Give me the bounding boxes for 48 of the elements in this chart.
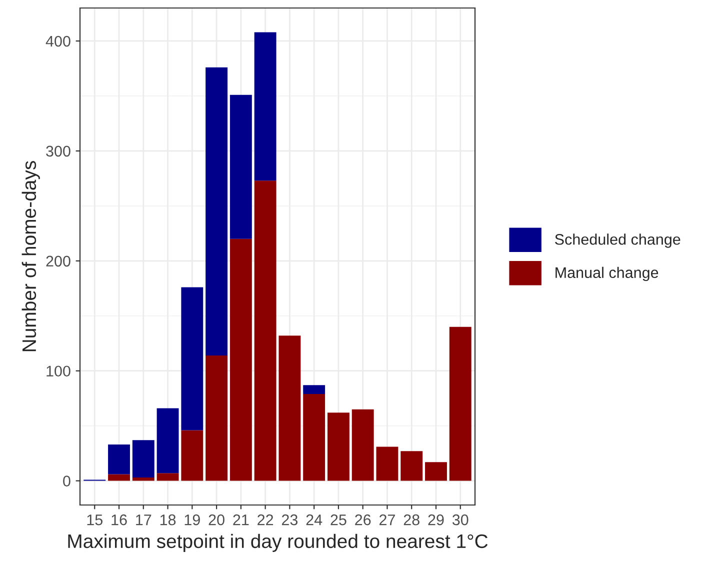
x-tick-label: 23 xyxy=(282,514,298,526)
bar xyxy=(108,474,130,481)
x-tick-label: 18 xyxy=(160,514,176,526)
y-tick-label: 100 xyxy=(46,366,70,377)
bar xyxy=(230,94,252,239)
x-tick-label: 30 xyxy=(452,514,468,526)
x-tick-label: 19 xyxy=(184,514,200,526)
x-tick-label: 26 xyxy=(355,514,371,526)
legend-label: Manual change xyxy=(556,266,658,282)
y-tick-label: 0 xyxy=(63,476,70,486)
x-tick-label: 25 xyxy=(330,514,346,526)
x-tick-label: 21 xyxy=(233,514,249,526)
bar xyxy=(400,451,423,481)
y-tick-label: 300 xyxy=(46,146,70,157)
x-tick-label: 22 xyxy=(258,514,274,526)
bar xyxy=(449,326,472,481)
y-axis-title: Number of home-days xyxy=(22,161,40,352)
x-tick-label: 24 xyxy=(306,514,322,526)
bar xyxy=(303,394,326,481)
bar xyxy=(230,238,252,481)
y-tick-label: 400 xyxy=(46,36,70,47)
bar xyxy=(132,440,154,478)
bar xyxy=(376,446,398,481)
bar xyxy=(206,67,228,356)
bar xyxy=(156,408,179,474)
bar xyxy=(254,180,276,481)
bar xyxy=(303,385,326,394)
bar xyxy=(132,478,154,481)
x-tick-label: 29 xyxy=(428,514,444,526)
x-tick-label: 15 xyxy=(87,514,102,526)
legend-label: Scheduled change xyxy=(555,234,680,248)
x-tick-label: 20 xyxy=(208,514,224,526)
bar xyxy=(278,336,301,481)
bar xyxy=(108,444,130,474)
x-tick-label: 16 xyxy=(112,514,127,526)
bar xyxy=(181,430,204,481)
x-axis-title: Maximum setpoint in day rounded to nearest 1°C xyxy=(68,534,488,552)
y-tick-label: 200 xyxy=(46,256,70,267)
bar xyxy=(206,355,228,481)
bar xyxy=(156,473,179,481)
x-tick-label: 28 xyxy=(404,514,420,526)
bar xyxy=(327,412,350,481)
bar xyxy=(425,462,447,481)
x-tick-label: 17 xyxy=(136,514,152,526)
x-tick-label: 27 xyxy=(379,514,395,526)
bar xyxy=(352,409,374,481)
bar xyxy=(254,32,276,181)
bar xyxy=(181,287,204,430)
